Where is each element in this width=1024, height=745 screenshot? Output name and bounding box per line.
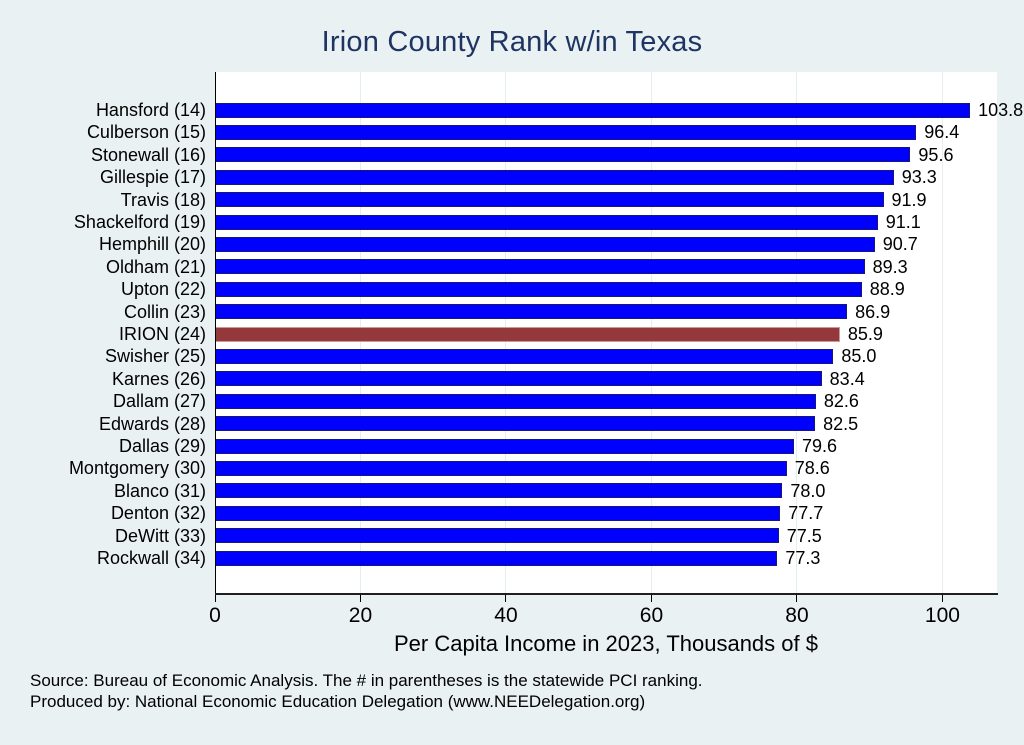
category-label: Stonewall (16): [90, 144, 206, 165]
x-tick: [650, 595, 652, 602]
value-label: 83.4: [829, 368, 865, 389]
x-tick: [505, 595, 507, 602]
x-tick: [796, 595, 798, 602]
bar: [215, 259, 865, 275]
x-tick-label: 0: [209, 604, 221, 627]
bar: [215, 393, 816, 409]
value-label: 103.8: [978, 100, 1024, 120]
bar: [215, 460, 787, 476]
category-label: Hemphill (20): [98, 234, 206, 255]
category-label: Shackelford (19): [73, 212, 206, 232]
value-label: 82.6: [823, 391, 859, 412]
category-label: Dallam (27): [112, 391, 206, 412]
bar: [215, 169, 894, 185]
category-label: Blanco (31): [113, 480, 206, 501]
category-label: Denton (32): [110, 503, 206, 524]
y-axis-line: [215, 72, 216, 593]
bar: [215, 416, 816, 432]
x-tick-label: 100: [924, 604, 960, 627]
category-label: Swisher (25): [104, 346, 206, 367]
bar: [215, 192, 884, 208]
value-label: 86.9: [855, 301, 891, 322]
category-label: Dallas (29): [118, 436, 206, 456]
source-note: Source: Bureau of Economic Analysis. The…: [30, 671, 703, 712]
value-label: 77.5: [786, 525, 822, 546]
bar-highlight: [215, 326, 840, 342]
category-label: Upton (22): [120, 279, 206, 300]
value-label: 78.6: [794, 458, 830, 479]
value-label: 96.4: [924, 122, 960, 143]
category-label: Montgomery (30): [68, 458, 206, 479]
value-label: 79.6: [802, 436, 838, 456]
value-label: 78.0: [790, 480, 826, 501]
x-axis-label: Per Capita Income in 2023, Thousands of …: [394, 631, 818, 656]
bar: [215, 438, 795, 454]
x-tick-label: 80: [785, 604, 809, 627]
value-label: 88.9: [869, 279, 905, 300]
category-label: Oldham (21): [105, 256, 206, 277]
value-label: 93.3: [901, 167, 937, 188]
category-label: Travis (18): [120, 189, 206, 210]
gridline: [941, 72, 943, 593]
category-label: Culberson (15): [86, 122, 206, 143]
category-label: Karnes (26): [111, 368, 206, 389]
bar: [215, 528, 779, 544]
category-label: Rockwall (34): [96, 548, 206, 568]
bar: [215, 102, 971, 118]
bar: [215, 214, 878, 230]
bar: [215, 348, 834, 364]
source-line: Source: Bureau of Economic Analysis. The…: [30, 671, 703, 690]
x-tick-label: 40: [494, 604, 518, 627]
plot-area: [215, 72, 997, 593]
x-tick: [214, 595, 216, 602]
bar: [215, 483, 783, 499]
bar: [215, 124, 917, 140]
x-axis-line: [215, 593, 998, 595]
value-label: 85.9: [847, 324, 883, 344]
category-label: Gillespie (17): [99, 167, 206, 188]
x-tick-label: 20: [348, 604, 373, 627]
bar: [215, 281, 862, 297]
bar: [215, 236, 875, 252]
bar: [215, 505, 781, 521]
x-axis: 0 20 40 60 80 100: [209, 595, 998, 640]
x-tick-label: 60: [639, 604, 664, 627]
value-label: 82.5: [823, 413, 859, 434]
x-tick: [941, 595, 943, 602]
chart-title: Irion County Rank w/in Texas: [321, 26, 703, 58]
value-label: 90.7: [882, 234, 918, 255]
x-tick: [359, 595, 361, 602]
bar: [215, 371, 822, 387]
value-label: 95.6: [918, 144, 954, 165]
bar: [215, 550, 778, 566]
category-label: DeWitt (33): [114, 525, 206, 546]
value-label: 77.7: [788, 503, 824, 524]
category-label: Edwards (28): [98, 413, 206, 434]
value-label: 77.3: [785, 548, 821, 568]
category-label: IRION (24): [118, 324, 206, 344]
produced-by-line: Produced by: National Economic Education…: [30, 691, 646, 711]
value-label: 89.3: [872, 256, 908, 277]
value-label: 91.1: [885, 212, 921, 232]
value-label: 85.0: [841, 346, 877, 367]
category-label: Hansford (14): [95, 100, 206, 120]
category-label: Collin (23): [123, 301, 206, 322]
bar: [215, 147, 911, 163]
bar: [215, 304, 848, 320]
value-label: 91.9: [891, 189, 927, 210]
